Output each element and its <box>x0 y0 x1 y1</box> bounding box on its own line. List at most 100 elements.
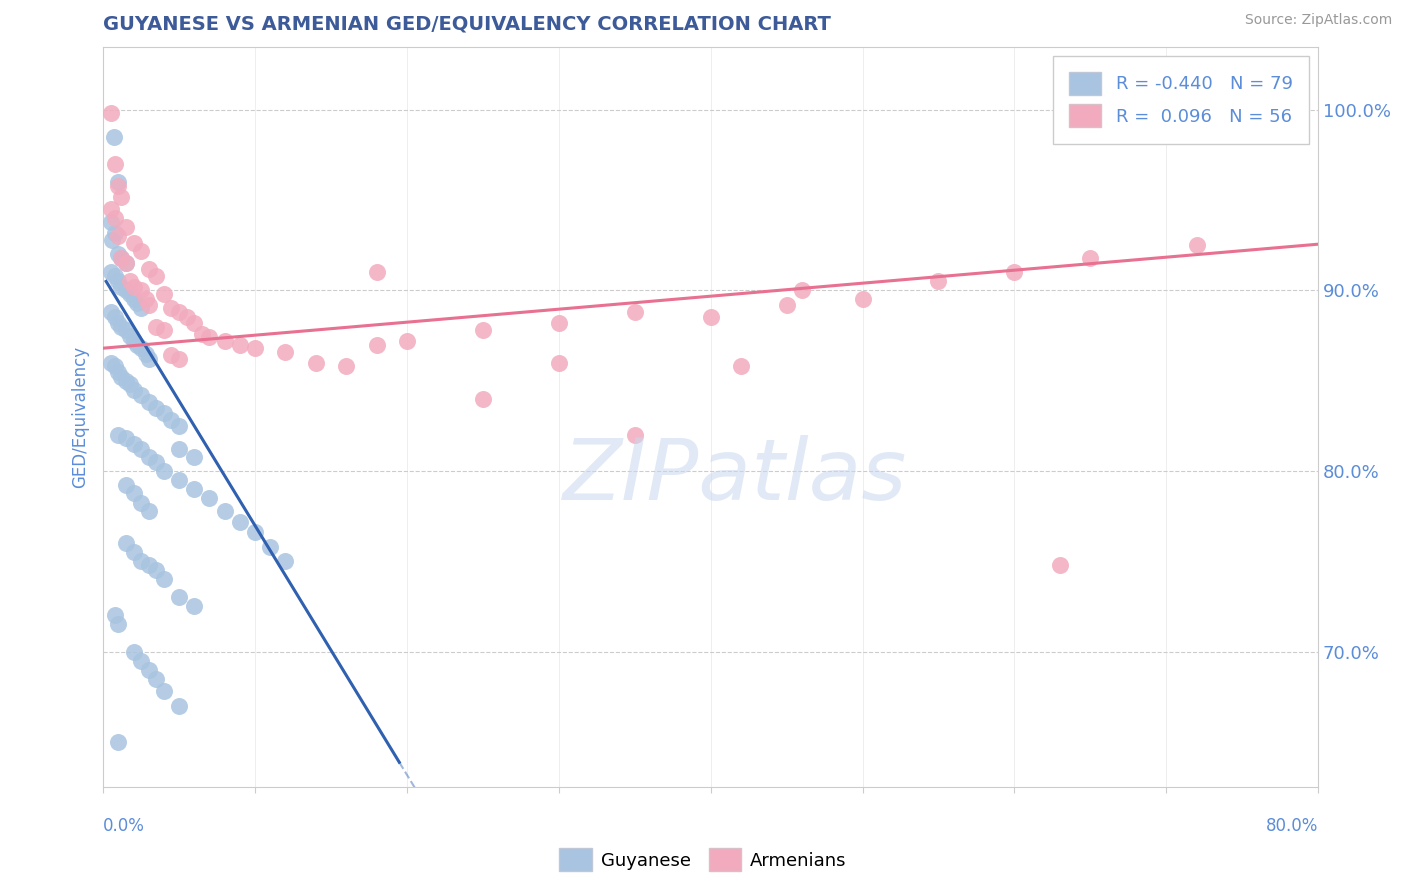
Point <box>153 572 176 586</box>
Point <box>122 236 145 251</box>
Point <box>183 316 205 330</box>
Point <box>167 473 190 487</box>
Point <box>274 344 297 359</box>
Point <box>183 482 205 496</box>
Point <box>138 298 160 312</box>
Point <box>138 351 160 366</box>
Point <box>335 359 357 374</box>
Point <box>107 316 129 330</box>
Point <box>851 293 873 307</box>
Point <box>138 450 160 464</box>
Point <box>122 485 145 500</box>
Point <box>160 301 183 316</box>
Point <box>191 326 214 341</box>
Point <box>104 310 127 325</box>
Point <box>153 287 176 301</box>
Point <box>107 617 129 632</box>
Point <box>120 274 142 288</box>
Point <box>129 388 152 402</box>
Point <box>138 558 160 572</box>
Point <box>1078 251 1101 265</box>
Point <box>115 256 138 270</box>
Point <box>104 157 127 171</box>
Point <box>395 334 418 348</box>
Point <box>107 175 129 189</box>
Point <box>183 450 205 464</box>
Text: 0.0%: 0.0% <box>103 816 145 835</box>
Point <box>1002 265 1025 279</box>
Point <box>214 334 236 348</box>
Point <box>115 220 138 235</box>
Point <box>153 323 176 337</box>
Point <box>699 310 721 325</box>
Point <box>135 293 157 307</box>
Point <box>366 337 388 351</box>
Point <box>100 305 122 319</box>
Text: GUYANESE VS ARMENIAN GED/EQUIVALENCY CORRELATION CHART: GUYANESE VS ARMENIAN GED/EQUIVALENCY COR… <box>103 15 831 34</box>
Point <box>305 356 328 370</box>
Point <box>120 377 142 392</box>
Point <box>129 654 152 668</box>
Point <box>547 316 569 330</box>
Point <box>160 348 183 362</box>
Point <box>145 672 167 686</box>
Point <box>100 356 122 370</box>
Point <box>129 442 152 457</box>
Point <box>167 351 190 366</box>
Point <box>153 464 176 478</box>
Point <box>243 341 266 355</box>
Point <box>167 591 190 605</box>
Text: 80.0%: 80.0% <box>1265 816 1319 835</box>
Legend: Guyanese, Armenians: Guyanese, Armenians <box>553 841 853 879</box>
Point <box>198 330 221 344</box>
Point <box>104 359 127 374</box>
Y-axis label: GED/Equivalency: GED/Equivalency <box>72 346 89 488</box>
Point <box>176 310 198 325</box>
Point <box>129 496 152 510</box>
Point <box>107 247 129 261</box>
Point <box>110 370 132 384</box>
Point <box>775 298 797 312</box>
Point <box>110 280 132 294</box>
Point <box>122 644 145 658</box>
Point <box>1049 558 1071 572</box>
Point <box>110 251 132 265</box>
Point <box>120 328 142 343</box>
Point <box>129 284 152 298</box>
Point <box>623 428 645 442</box>
Point <box>110 251 132 265</box>
Point <box>623 305 645 319</box>
Point <box>366 265 388 279</box>
Point <box>100 215 122 229</box>
Point <box>274 554 297 568</box>
Point <box>153 684 176 698</box>
Point <box>122 437 145 451</box>
Point <box>547 356 569 370</box>
Point <box>138 395 160 409</box>
Point <box>167 305 190 319</box>
Text: ZIPatlas: ZIPatlas <box>562 434 907 517</box>
Point <box>107 274 129 288</box>
Point <box>129 554 152 568</box>
Point <box>167 698 190 713</box>
Point <box>115 323 138 337</box>
Point <box>167 418 190 433</box>
Point <box>145 401 167 415</box>
Point <box>145 563 167 577</box>
Point <box>229 337 252 351</box>
Point <box>145 455 167 469</box>
Point <box>730 359 752 374</box>
Text: Source: ZipAtlas.com: Source: ZipAtlas.com <box>1244 13 1392 28</box>
Point <box>104 226 127 240</box>
Point <box>138 663 160 677</box>
Point <box>183 599 205 614</box>
Point <box>160 413 183 427</box>
Point <box>122 383 145 397</box>
Point <box>135 346 157 360</box>
Point <box>243 525 266 540</box>
Point <box>101 233 124 247</box>
Point <box>138 261 160 276</box>
Point <box>107 178 129 193</box>
Point <box>790 284 813 298</box>
Point <box>471 392 494 406</box>
